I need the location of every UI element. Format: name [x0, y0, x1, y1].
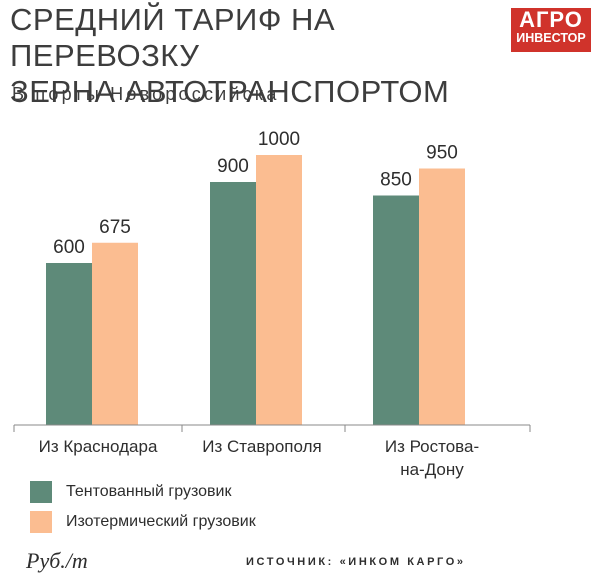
chart-title: СРЕДНИЙ ТАРИФ НА ПЕРЕВОЗКУ ЗЕРНА АВТОТРА…: [10, 2, 500, 110]
logo-line-2: ИНВЕСТОР: [516, 31, 586, 45]
logo-line-1: АГРО: [519, 7, 583, 32]
data-label-isothermal-truck-2: 950: [426, 143, 458, 164]
legend-item-tent-truck: Тентованный грузовик: [30, 481, 256, 503]
legend-swatch-isothermal-truck: [30, 511, 52, 533]
legend-label-isothermal-truck: Изотермический грузовик: [66, 513, 256, 530]
data-label-tent-truck-1: 900: [217, 156, 249, 177]
chart-legend: Тентованный грузовик Изотермический груз…: [30, 481, 256, 541]
legend-swatch-tent-truck: [30, 481, 52, 503]
category-label-0: Из Краснодара: [39, 437, 158, 456]
category-label-2-line-0: Из Ростова-: [385, 437, 479, 456]
legend-label-tent-truck: Тентованный грузовик: [66, 483, 232, 500]
legend-item-isothermal-truck: Изотермический грузовик: [30, 511, 256, 533]
agroinvestor-logo: АГРО ИНВЕСТОР: [511, 8, 591, 52]
bar-tent-truck-0: [46, 263, 92, 425]
bar-isothermal-truck-2: [419, 168, 465, 425]
chart-title-line-2: ЗЕРНА АВТОТРАНСПОРТОМ: [10, 74, 450, 109]
unit-label: Руб./т: [26, 548, 88, 573]
bar-isothermal-truck-1: [256, 155, 302, 425]
bar-tent-truck-2: [373, 195, 419, 425]
data-label-isothermal-truck-1: 1000: [258, 129, 300, 150]
category-label-2-line-1: на-Дону: [400, 460, 464, 479]
data-label-tent-truck-2: 850: [380, 170, 412, 191]
bar-tent-truck-1: [210, 182, 256, 425]
data-label-tent-truck-0: 600: [53, 237, 85, 258]
source-note: ИСТОЧНИК: «ИНКОМ КАРГО»: [246, 556, 466, 568]
chart-subtitle: В порты Новороссийска: [12, 84, 280, 104]
bar-isothermal-truck-0: [92, 242, 138, 425]
chart-title-line-1: СРЕДНИЙ ТАРИФ НА ПЕРЕВОЗКУ: [10, 2, 336, 73]
data-label-isothermal-truck-0: 675: [99, 217, 131, 238]
category-label-1: Из Ставрополя: [202, 437, 321, 456]
